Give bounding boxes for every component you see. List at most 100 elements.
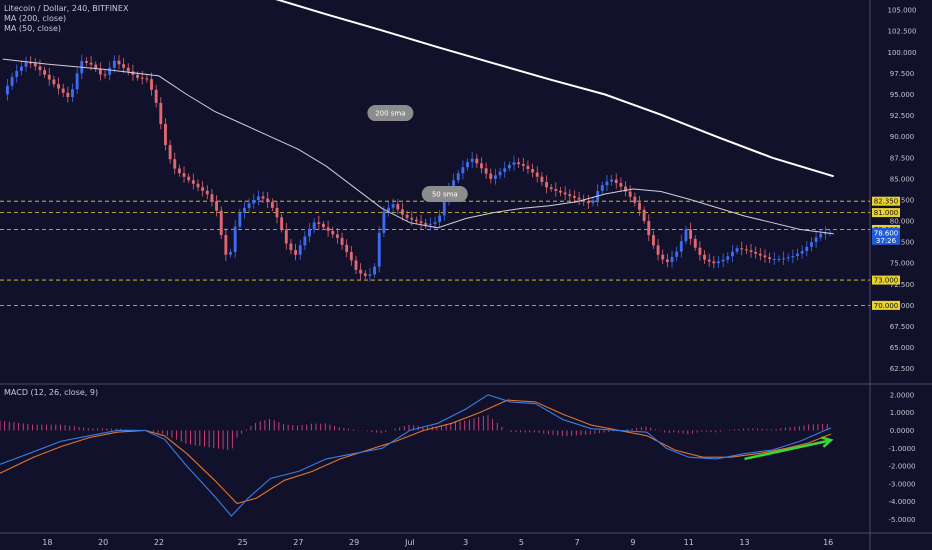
candle-body [205, 190, 209, 195]
trend-arrow-shaft [744, 439, 832, 461]
candle-body [363, 273, 367, 276]
candle-body [489, 173, 493, 179]
candle-body [308, 229, 311, 237]
candle-body [5, 85, 9, 95]
candle-body [507, 164, 511, 169]
price-axis-tick: 77.500 [890, 239, 915, 247]
candle-body [10, 76, 14, 86]
candle-body [730, 251, 734, 257]
macd-legend: MACD (12, 26, close, 9) [4, 388, 99, 397]
candle-body [229, 251, 232, 255]
candle-body [89, 62, 93, 65]
price-axis-tick: 100.000 [888, 49, 917, 57]
candle-body [219, 210, 223, 236]
candle-body [405, 214, 409, 218]
candle-body [233, 226, 237, 252]
candle-body [173, 159, 177, 169]
candle-body [312, 222, 316, 230]
macd-line [0, 394, 832, 517]
candle-body [572, 196, 576, 198]
candle-body [345, 244, 349, 252]
candle-body [582, 199, 586, 202]
candle-body [726, 256, 730, 260]
candle-body [577, 197, 581, 200]
candle-body [326, 227, 330, 231]
macd-signal-line [0, 399, 832, 505]
candle-body [642, 209, 646, 222]
bar-countdown: 37:26 [876, 237, 897, 245]
candle-body [117, 60, 121, 65]
candle-body [159, 102, 163, 125]
candle-body [177, 168, 181, 174]
candle-body [698, 247, 702, 255]
candle-body [498, 171, 502, 176]
candle-body [322, 223, 325, 228]
candle-body [24, 62, 28, 67]
candle-body [791, 255, 795, 258]
ma50-legend: MA (50, close) [4, 24, 62, 33]
candle-body [521, 164, 525, 166]
level-tag [872, 196, 900, 206]
candle-body [624, 186, 627, 192]
price-axis-tick: 80.000 [890, 218, 915, 226]
annotation-bubble [367, 105, 414, 122]
last-price-label: 78.600 [874, 229, 899, 237]
candle-body [47, 74, 51, 80]
candle-body [823, 233, 827, 235]
level-tag [872, 208, 900, 218]
candle-body [354, 260, 358, 270]
candle-body [289, 243, 293, 251]
time-axis-tick: 25 [238, 538, 248, 547]
macd-axis-tick: -2.0000 [888, 463, 915, 471]
candle-body [786, 257, 790, 259]
candle-body [470, 158, 474, 162]
candle-body [772, 258, 776, 260]
candle-body [707, 259, 711, 262]
candle-body [424, 223, 428, 225]
candle-body [656, 245, 660, 255]
candle-body [410, 217, 414, 220]
candle-body [136, 74, 140, 78]
candle-body [122, 64, 126, 68]
candle-body [768, 257, 772, 259]
macd-axis-tick: 1.0000 [890, 409, 915, 417]
symbol-title: Litecoin / Dollar, 240, BITFINEX [4, 4, 129, 13]
candle-body [512, 162, 516, 165]
candle-body [614, 179, 618, 184]
candle-body [33, 62, 37, 67]
candle-body [619, 183, 623, 187]
time-axis-tick: 20 [98, 538, 108, 547]
candle-body [75, 73, 79, 90]
time-axis-tick: 9 [630, 538, 635, 547]
candle-body [108, 67, 112, 75]
candle-body [368, 274, 372, 276]
time-axis-tick: 27 [293, 538, 303, 547]
candle-body [735, 248, 739, 252]
candle-body [554, 189, 558, 191]
candle-body [43, 70, 47, 75]
candle-body [247, 203, 251, 208]
level-tag-label: 81.000 [874, 209, 899, 217]
candle-body [433, 222, 437, 224]
level-tag-label: 70.000 [874, 302, 899, 310]
candle-body [187, 176, 191, 181]
ma50-line [2, 58, 834, 235]
candle-body [438, 215, 442, 223]
candle-body [782, 258, 785, 260]
candle-body [591, 200, 595, 204]
candle-body [559, 190, 562, 193]
candle-body [270, 202, 274, 208]
candle-body [103, 74, 107, 76]
price-axis-tick: 102.500 [888, 28, 917, 36]
time-axis-tick: 5 [519, 538, 524, 547]
price-axis-tick: 90.000 [890, 133, 915, 141]
price-axis-tick: 82.500 [890, 196, 915, 204]
candle-body [164, 124, 167, 146]
candle-body [377, 232, 381, 267]
candle-body [266, 198, 270, 203]
candle-body [703, 254, 706, 260]
candle-body [191, 180, 195, 184]
candle-body [57, 84, 60, 89]
candle-body [256, 196, 260, 200]
